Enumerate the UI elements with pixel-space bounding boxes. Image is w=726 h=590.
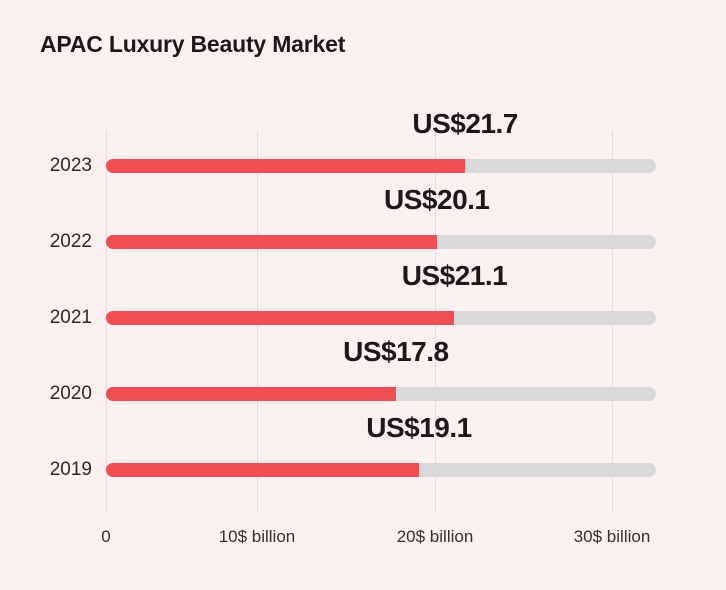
x-axis-label: 20$ billion: [396, 527, 474, 546]
bar-row: 2020 US$17.8: [50, 336, 656, 432]
bar-row: 2023 US$21.7: [50, 108, 656, 204]
value-label: US$17.8: [343, 336, 449, 367]
bar-fill: [106, 235, 437, 249]
bar-track: [106, 235, 656, 249]
bar-fill: [106, 387, 396, 401]
bar-fill: [106, 463, 419, 477]
x-axis-label: 10$ billion: [218, 527, 296, 546]
bar-track: [106, 311, 656, 325]
year-label: 2021: [49, 307, 92, 328]
bar-track: [106, 387, 656, 401]
value-label: US$21.7: [412, 108, 518, 139]
bar-row: 2021 US$21.1: [50, 260, 656, 356]
bar-row: 2022 US$20.1: [50, 184, 656, 280]
bar-fill: [106, 311, 455, 325]
value-label: US$19.1: [366, 412, 472, 443]
x-axis-label: 30$ billion: [573, 527, 651, 546]
bar-fill: [106, 159, 466, 173]
year-label: 2022: [49, 231, 92, 252]
value-label: US$20.1: [384, 184, 490, 215]
x-axis-label: 0: [101, 527, 111, 546]
year-label: 2019: [49, 459, 92, 480]
year-label: 2023: [49, 155, 92, 176]
bar-chart: 2023 US$21.7 2022 US$20.1 2021 US$21.1 2…: [50, 108, 656, 546]
bar-track: [106, 159, 656, 173]
page-title: APAC Luxury Beauty Market: [40, 31, 346, 57]
value-label: US$21.1: [401, 260, 508, 291]
year-label: 2020: [49, 383, 92, 404]
bar-track: [106, 463, 656, 477]
bar-row: 2019 US$19.1: [50, 412, 656, 508]
